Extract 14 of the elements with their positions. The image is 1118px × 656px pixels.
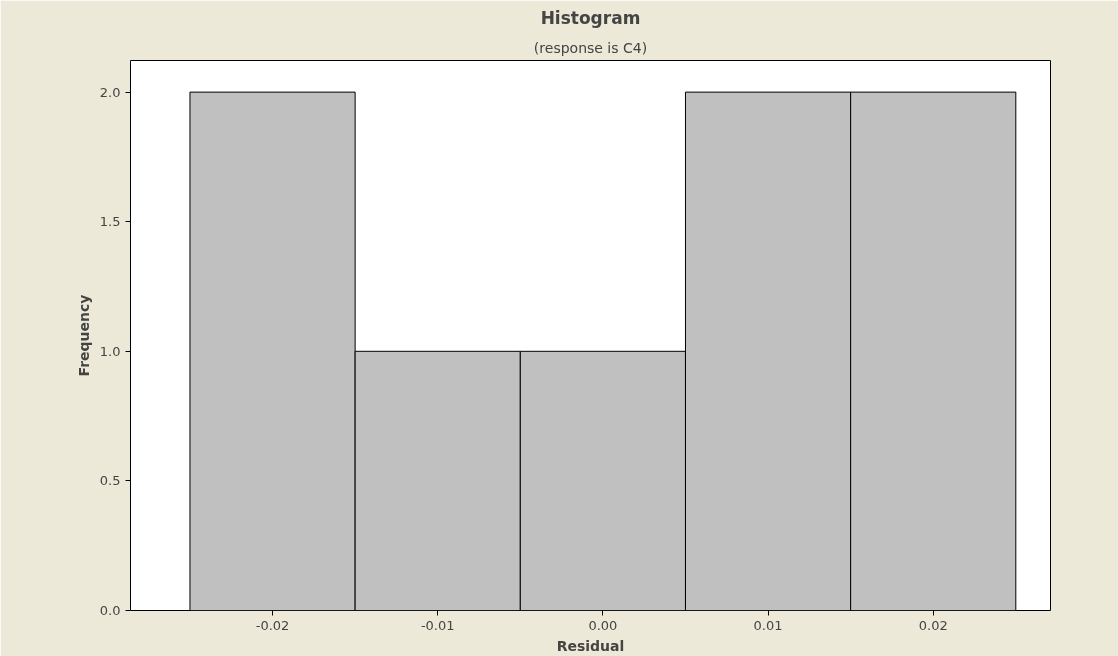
y-tick-label: 1.5 <box>99 214 121 230</box>
chart-title: Histogram <box>540 7 641 28</box>
x-tick-label: -0.01 <box>420 617 455 633</box>
x-tick-label: 0.00 <box>588 617 618 633</box>
y-tick-label: 2.0 <box>99 84 121 100</box>
y-axis-title: Frequency <box>75 294 92 377</box>
y-tick-label: 1.0 <box>99 343 121 359</box>
x-axis-title: Residual <box>556 637 625 654</box>
x-tick-label: 0.01 <box>753 617 783 633</box>
x-tick-label: 0.02 <box>918 617 948 633</box>
y-tick-label: 0.5 <box>99 473 121 489</box>
y-tick-label: 0.0 <box>99 603 121 618</box>
chart-subtitle: (response is C4) <box>533 39 648 56</box>
x-tick-label: -0.02 <box>255 617 290 633</box>
